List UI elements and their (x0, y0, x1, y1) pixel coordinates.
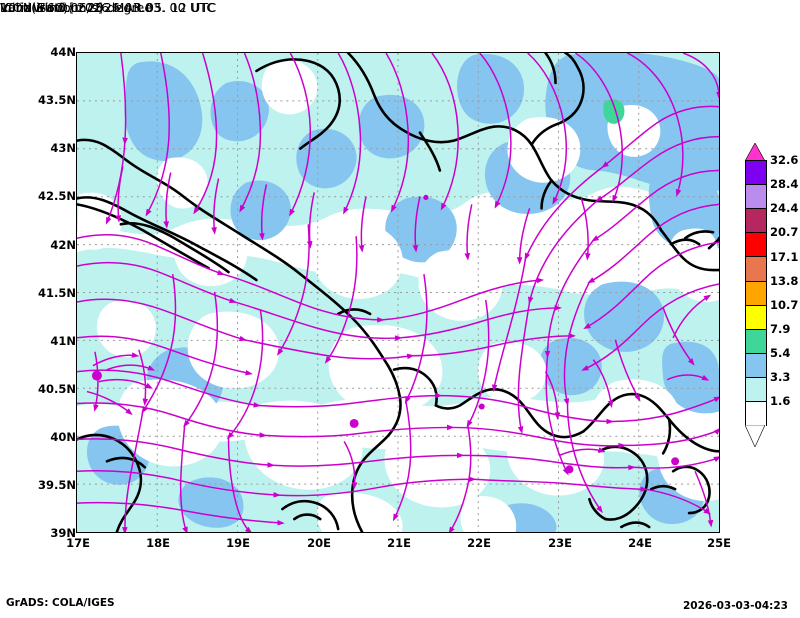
xtick-17E: 17E (66, 536, 90, 550)
cb-label-13.8: 13.8 (770, 274, 799, 288)
cb-label-7.9: 7.9 (770, 322, 791, 336)
ytick-43N: 43N (50, 141, 76, 155)
ytick-40.5N: 40.5N (38, 382, 76, 396)
title-field: 10m Wind [m/s] (0, 0, 103, 15)
valid-time-text: Valid(+60): 2026.MAR.05. 12 UTC (0, 0, 217, 15)
ytick-41.5N: 41.5N (38, 286, 76, 300)
cb-label-5.4: 5.4 (770, 346, 791, 360)
ytick-39.5N: 39.5N (38, 478, 76, 492)
ytick-40N: 40N (50, 430, 76, 444)
streamline-convergence-markers (91, 194, 680, 474)
cb-label-28.4: 28.4 (770, 177, 799, 191)
cb-label-17.1: 17.1 (770, 250, 799, 264)
xtick-25E: 25E (707, 536, 731, 550)
cb-seg-10.7-13.8 (745, 280, 767, 306)
ytick-44N: 44N (50, 45, 76, 59)
cb-seg-5.4-7.9 (745, 328, 767, 354)
xtick-21E: 21E (387, 536, 411, 550)
xtick-19E: 19E (226, 536, 250, 550)
cb-seg-17.1-20.7 (745, 232, 767, 258)
ytick-39N: 39N (50, 526, 76, 540)
xtick-22E: 22E (467, 536, 491, 550)
ytick-43.5N: 43.5N (38, 93, 76, 107)
generation-timestamp: 2026-03-03-04:23 (683, 600, 788, 612)
xtick-24E: 24E (628, 536, 652, 550)
cb-seg-1.6-3.3 (745, 376, 767, 402)
colorbar-top-cap (745, 143, 765, 161)
colorbar-bottom-tail (745, 425, 765, 447)
cb-label-1.6: 1.6 (770, 394, 791, 408)
cb-label-10.7: 10.7 (770, 298, 799, 312)
cb-seg-28.4-32.6 (745, 160, 767, 186)
xtick-18E: 18E (146, 536, 170, 550)
cb-seg-13.8-17.1 (745, 256, 767, 282)
xtick-23E: 23E (548, 536, 572, 550)
wind-speed-colorbar[interactable] (745, 160, 767, 426)
title-model: ICON EU 0.0625 degree (0, 0, 153, 15)
cb-label-24.4: 24.4 (770, 201, 799, 215)
cb-seg-3.3-5.4 (745, 352, 767, 378)
cb-seg-below-1.6 (745, 401, 767, 426)
ytick-42N: 42N (50, 238, 76, 252)
cb-seg-24.4-28.4 (745, 184, 767, 210)
cb-label-20.7: 20.7 (770, 225, 799, 239)
cb-label-3.3: 3.3 (770, 370, 791, 384)
ytick-42.5N: 42.5N (38, 189, 76, 203)
wind-streamlines (77, 53, 719, 532)
green-wind-max-patch (603, 99, 625, 124)
ytick-41N: 41N (50, 334, 76, 348)
grads-credit: GrADS: COLA/IGES (6, 597, 115, 609)
initialisation-text: Initialisation: 2026.03.03. 00 UTC (0, 0, 216, 15)
cb-seg-20.7-24.4 (745, 208, 767, 234)
cb-seg-7.9-10.7 (745, 304, 767, 330)
map-plot-area[interactable] (76, 52, 720, 533)
wind-speed-map (77, 53, 719, 532)
gridlines (77, 53, 719, 532)
xtick-20E: 20E (307, 536, 331, 550)
cb-label-32.6: 32.6 (770, 153, 799, 167)
